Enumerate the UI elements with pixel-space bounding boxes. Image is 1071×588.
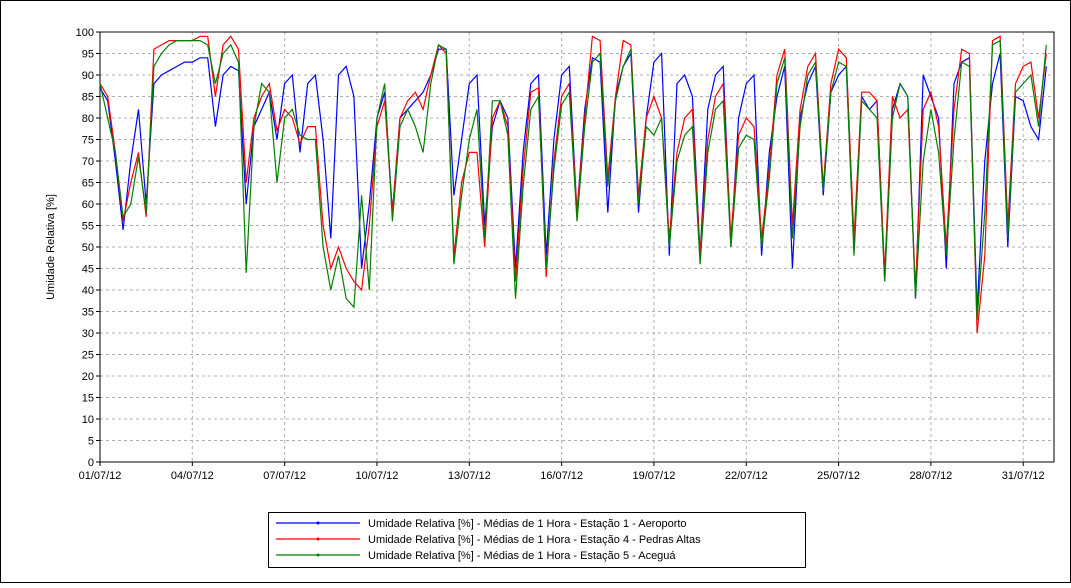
y-tick-label: 5 xyxy=(88,436,94,448)
legend-marker xyxy=(316,521,320,525)
y-tick-label: 55 xyxy=(82,221,94,233)
x-tick-label: 10/07/12 xyxy=(356,470,399,482)
y-axis-label: Umidade Relativa [%] xyxy=(45,194,57,300)
legend-marker xyxy=(316,537,320,541)
y-tick-label: 80 xyxy=(82,113,94,125)
x-tick-label: 16/07/12 xyxy=(540,470,583,482)
x-tick-label: 07/07/12 xyxy=(263,470,306,482)
y-tick-label: 25 xyxy=(82,350,94,362)
x-tick-label: 19/07/12 xyxy=(633,470,676,482)
y-tick-label: 95 xyxy=(82,49,94,61)
legend-label: Umidade Relativa [%] - Médias de 1 Hora … xyxy=(368,534,701,546)
legend-label: Umidade Relativa [%] - Médias de 1 Hora … xyxy=(368,518,687,530)
x-tick-label: 04/07/12 xyxy=(171,470,214,482)
legend xyxy=(268,512,806,568)
y-tick-label: 85 xyxy=(82,92,94,104)
x-tick-label: 25/07/12 xyxy=(817,470,860,482)
series-line xyxy=(99,39,1047,321)
y-tick-label: 40 xyxy=(82,285,94,297)
x-tick-label: 28/07/12 xyxy=(909,470,952,482)
y-tick-label: 70 xyxy=(82,156,94,168)
y-tick-label: 35 xyxy=(82,307,94,319)
legend-marker xyxy=(316,553,320,557)
x-tick-label: 01/07/12 xyxy=(79,470,122,482)
y-tick-label: 100 xyxy=(76,27,94,39)
y-tick-label: 45 xyxy=(82,264,94,276)
x-tick-label: 13/07/12 xyxy=(448,470,491,482)
y-tick-label: 50 xyxy=(82,242,94,254)
plot-area xyxy=(99,31,1055,463)
y-tick-label: 60 xyxy=(82,199,94,211)
y-tick-label: 0 xyxy=(88,457,94,469)
y-tick-label: 30 xyxy=(82,328,94,340)
y-tick-label: 15 xyxy=(82,393,94,405)
x-tick-label: 31/07/12 xyxy=(1002,470,1045,482)
y-tick-label: 75 xyxy=(82,135,94,147)
legend-label: Umidade Relativa [%] - Médias de 1 Hora … xyxy=(368,550,676,562)
y-tick-label: 20 xyxy=(82,371,94,383)
y-tick-label: 65 xyxy=(82,178,94,190)
y-tick-label: 10 xyxy=(82,414,94,426)
y-tick-label: 90 xyxy=(82,70,94,82)
x-tick-label: 22/07/12 xyxy=(725,470,768,482)
